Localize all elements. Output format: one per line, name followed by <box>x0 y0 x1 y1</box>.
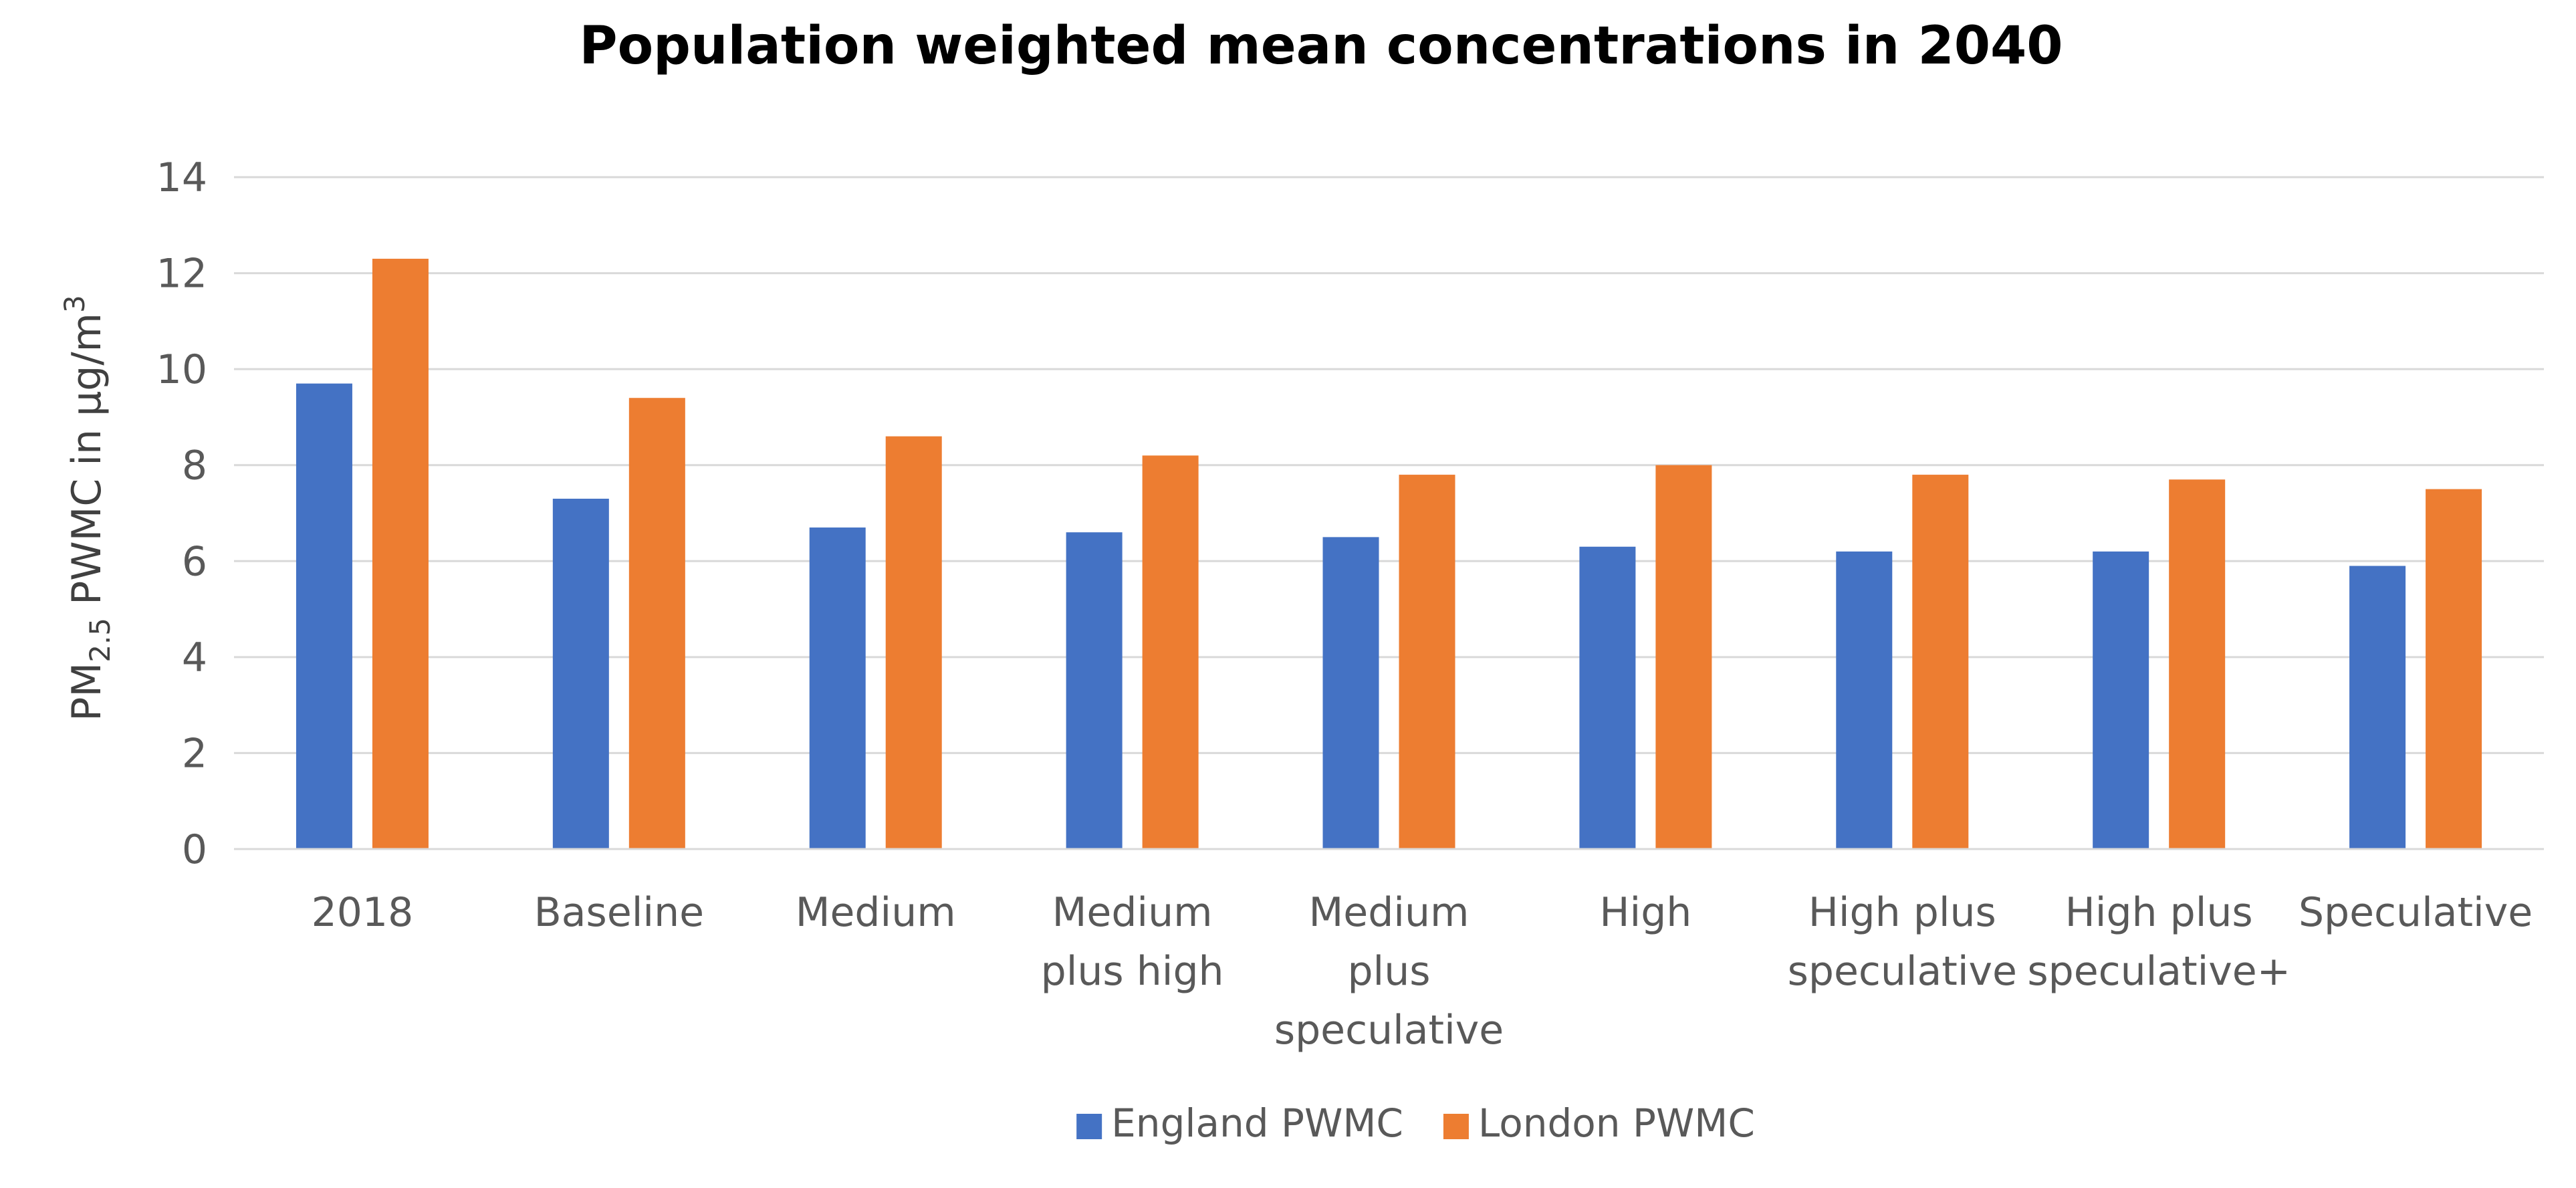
y-tick-label: 6 <box>182 538 207 585</box>
bar-england-pwmc <box>1579 546 1636 849</box>
x-category-label: Medium plus speculative <box>1274 889 1504 1054</box>
bar-england-pwmc <box>809 527 866 849</box>
legend-item: London PWMC <box>1443 1100 1755 1146</box>
y-tick-label: 0 <box>182 826 207 873</box>
x-category-label-line: Medium <box>1309 889 1470 936</box>
bar-london-pwmc <box>1655 465 1712 849</box>
y-tick-label: 12 <box>156 251 207 298</box>
legend-label: London PWMC <box>1478 1100 1755 1146</box>
x-category-label-line: plus high <box>1041 948 1224 995</box>
bar-england-pwmc <box>1322 537 1379 849</box>
gridlines <box>234 176 2544 754</box>
legend-swatch <box>1076 1114 1102 1139</box>
bar-london-pwmc <box>885 436 942 849</box>
legend-label: England PWMC <box>1111 1100 1403 1146</box>
y-tick-label: 4 <box>182 634 207 681</box>
y-axis-title-middle: PWMC in µg/m <box>64 313 110 618</box>
bar-london-pwmc <box>2426 489 2482 849</box>
bar-england-pwmc <box>1066 532 1123 849</box>
chart-title: Population weighted mean concentrations … <box>579 16 2063 76</box>
x-category-label-line: High <box>1599 889 1691 936</box>
bar-england-pwmc <box>296 383 352 849</box>
bar-london-pwmc <box>1142 455 1199 849</box>
x-category-label: High plus speculative+ <box>2027 889 2291 995</box>
x-axis-categories: 2018 Baseline Medium Medium plus high Medium p… <box>312 889 2533 1054</box>
bar-england-pwmc <box>1836 551 1893 849</box>
x-category-label-line: speculative <box>1788 948 2017 995</box>
y-axis-title: PM2.5 PWMC in µg/m3 <box>58 295 116 721</box>
bar-london-pwmc <box>628 398 685 849</box>
x-category-label: High plus speculative <box>1788 889 2017 995</box>
y-tick-label: 10 <box>156 346 207 393</box>
bar-london-pwmc <box>1912 475 1969 849</box>
x-category-label: Medium <box>796 889 956 936</box>
x-category-label-line: Medium <box>1052 889 1213 936</box>
x-category-label: Baseline <box>534 889 704 936</box>
y-tick-label: 14 <box>156 154 207 201</box>
x-category-label-line: Medium <box>796 889 956 936</box>
bar-london-pwmc <box>1399 475 1455 849</box>
x-category-label: Medium plus high <box>1041 889 1224 995</box>
bar-england-pwmc <box>2093 551 2149 849</box>
y-tick-label: 2 <box>182 730 207 777</box>
bar-england-pwmc <box>552 498 609 849</box>
x-category-label-line: Speculative <box>2299 889 2533 936</box>
y-axis-title-subscript: 2.5 <box>84 618 116 663</box>
x-category-label-line: Baseline <box>534 889 704 936</box>
y-axis-title-prefix: PM <box>64 663 110 721</box>
legend-swatch <box>1443 1114 1469 1139</box>
y-tick-label: 8 <box>182 443 207 489</box>
x-category-label: High <box>1599 889 1691 936</box>
x-category-label: Speculative <box>2299 889 2533 936</box>
bar-london-pwmc <box>372 259 429 849</box>
y-axis-title-superscript: 3 <box>58 295 91 313</box>
bar-england-pwmc <box>2349 566 2406 849</box>
x-category-label-line: 2018 <box>312 889 414 936</box>
x-category-label: 2018 <box>312 889 414 936</box>
y-axis-ticks: 0 2 4 6 8 10 12 14 <box>156 154 207 873</box>
x-category-label-line: High plus <box>1808 889 1996 936</box>
bar-london-pwmc <box>2169 479 2226 849</box>
legend: England PWMC London PWMC <box>1076 1100 1755 1146</box>
legend-item: England PWMC <box>1076 1100 1403 1146</box>
bars <box>296 259 2482 849</box>
x-category-label-line: plus <box>1347 948 1430 995</box>
x-category-label-line: speculative <box>1274 1007 1504 1054</box>
x-category-label-line: High plus <box>2065 889 2253 936</box>
x-category-label-line: speculative+ <box>2027 948 2291 995</box>
